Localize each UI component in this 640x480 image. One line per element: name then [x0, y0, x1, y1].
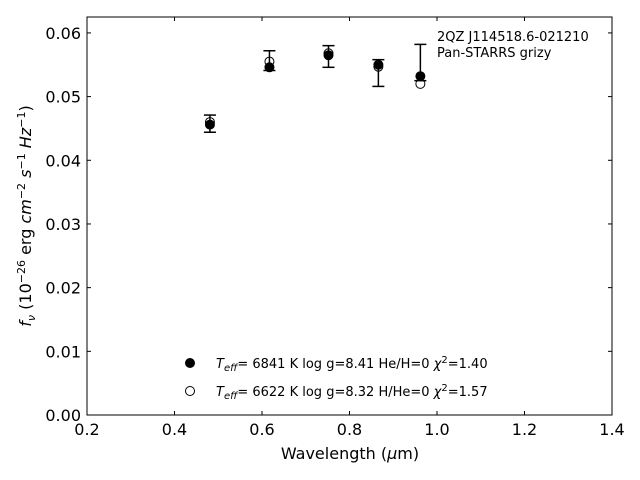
model-point-open: [264, 56, 275, 67]
y-tick-label: 0.06: [45, 24, 81, 43]
y-tick-label: 0.04: [45, 151, 81, 170]
model-point-open: [415, 78, 426, 89]
x-tick-label: 0.8: [337, 420, 362, 439]
legend-entry-2: Teff= 6622 K log g=8.32 H/He=0 χ2=1.57: [216, 383, 488, 402]
model-point-filled: [415, 71, 426, 82]
x-tick-label: 0.2: [74, 420, 99, 439]
legend-marker-filled: [185, 358, 195, 368]
x-tick-label: 0.6: [249, 420, 274, 439]
survey-name: Pan-STARRS grizy: [437, 46, 552, 61]
x-tick-label: 0.4: [162, 420, 187, 439]
y-axis: 0.00 0.01 0.02 0.03 0.04 0.05 0.06: [45, 24, 612, 425]
legend-entry-1: Teff= 6841 K log g=8.41 He/H=0 χ2=1.40: [216, 355, 488, 374]
data-points: [204, 48, 426, 130]
model-point-open: [323, 48, 334, 59]
x-axis: 0.2 0.4 0.6 0.8 1.0 1.2 1.4: [74, 17, 625, 439]
model-point-open: [373, 61, 384, 72]
y-tick-label: 0.01: [45, 342, 81, 361]
model-point-open: [204, 117, 215, 128]
x-tick-label: 1.0: [424, 420, 449, 439]
legend: Teff= 6841 K log g=8.41 He/H=0 χ2=1.40 T…: [185, 355, 488, 402]
model-point-filled: [204, 119, 215, 130]
x-tick-label: 1.4: [599, 420, 624, 439]
y-tick-label: 0.05: [45, 88, 81, 107]
x-axis-title: Wavelength (μm): [281, 444, 419, 463]
object-name: 2QZ J114518.6-021210: [437, 30, 589, 45]
y-tick-label: 0.00: [45, 406, 81, 425]
y-tick-label: 0.03: [45, 215, 81, 234]
x-tick-label: 1.2: [512, 420, 537, 439]
y-axis-title: fν (10−26 erg cm−2 s−1 Hz−1): [15, 105, 38, 326]
model-point-filled: [323, 50, 334, 61]
model-point-filled: [373, 59, 384, 70]
plot-frame: [86, 16, 613, 416]
y-tick-label: 0.02: [45, 279, 81, 298]
legend-marker-open: [185, 386, 195, 396]
model-point-filled: [264, 62, 275, 73]
